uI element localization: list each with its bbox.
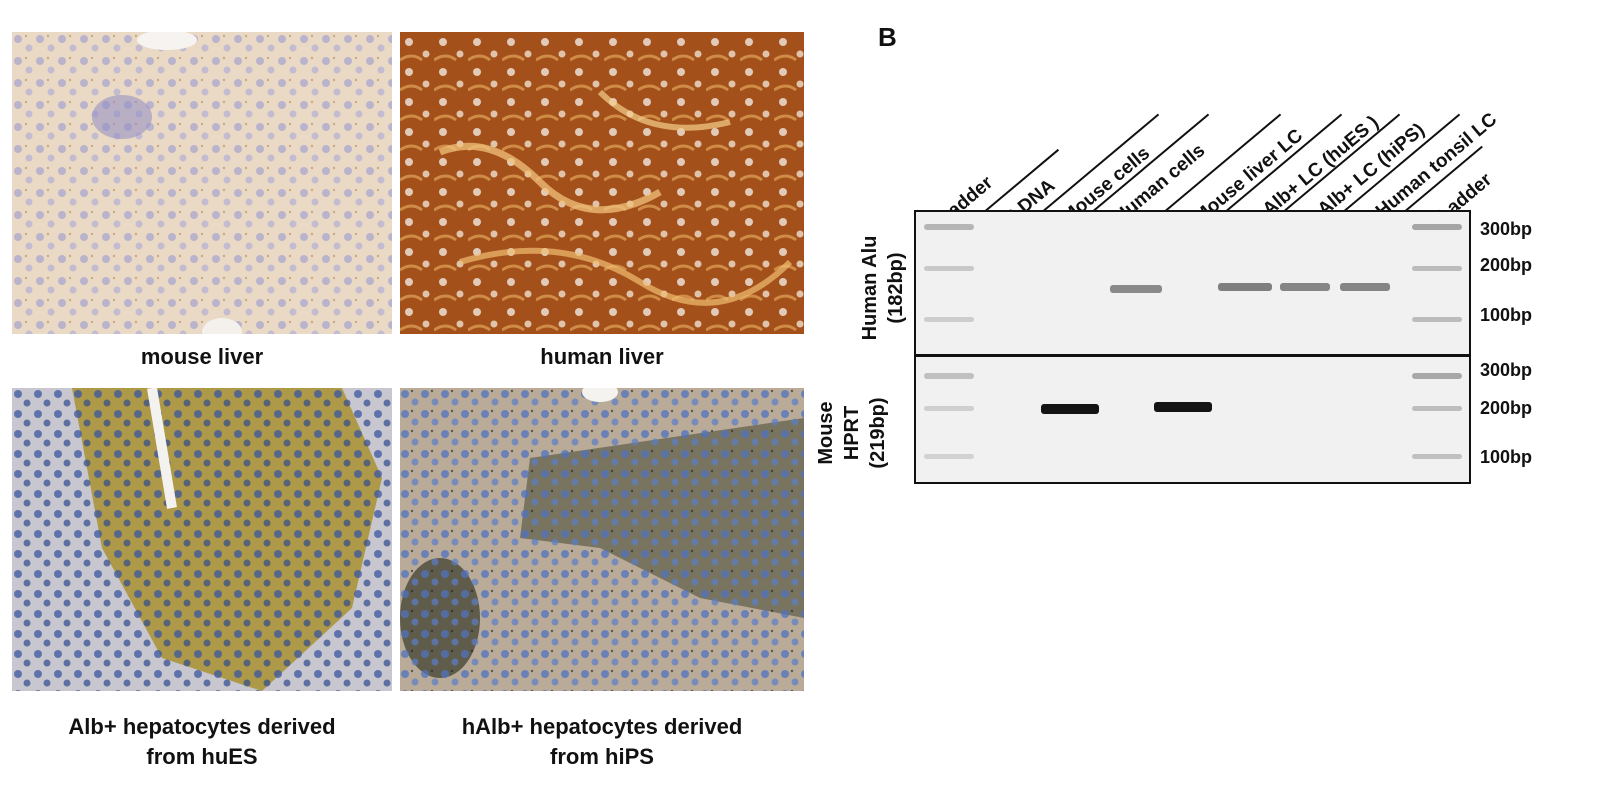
gel-label-mouse-hprt: Mouse HPRT (219bp)	[815, 397, 889, 469]
size-label-bottom-100bp: 100bp	[1480, 447, 1533, 467]
band-mouse-cells	[1041, 404, 1099, 414]
ladder-band-right-300	[1412, 373, 1462, 379]
ladder-band-300	[924, 373, 974, 379]
caption-hips-hepatocytes: hAlb+ hepatocytes derived from hiPS	[461, 714, 743, 769]
ladder-band-right-200	[1412, 406, 1462, 411]
ladder-band-200	[924, 266, 974, 271]
gel-human-alu	[914, 210, 1471, 356]
size-label-bottom-300bp: 300bp	[1480, 360, 1533, 380]
size-label-top-100bp: 100bp	[1480, 305, 1533, 325]
micrograph-hues-hepatocytes	[12, 388, 392, 691]
band-halb-lc-hips	[1280, 283, 1330, 291]
micrograph-human-liver-image	[400, 32, 804, 334]
band-mouse-liver-lc	[1154, 402, 1212, 412]
caption-human-liver: human liver	[540, 344, 664, 369]
band-human-cells	[1110, 285, 1162, 293]
ladder-band-right-200	[1412, 266, 1462, 271]
micrograph-human-liver	[400, 32, 804, 334]
ladder-band-200	[924, 406, 974, 411]
ladder-band-right-100	[1412, 454, 1462, 459]
panel-b-letter: B	[878, 22, 897, 52]
ladder-band-100	[924, 317, 974, 322]
ladder-band-300	[924, 224, 974, 230]
micrograph-mouse-liver-image	[12, 32, 392, 334]
gel-mouse-hprt	[914, 355, 1471, 484]
size-label-top-300bp: 300bp	[1480, 219, 1533, 239]
caption-mouse-liver: mouse liver	[140, 344, 264, 369]
micrograph-mouse-liver	[12, 32, 392, 334]
gel-label-human-alu: Human Alu (182bp)	[859, 235, 907, 341]
caption-hues-hepatocytes: Alb+ hepatocytes derived from huES	[68, 714, 336, 769]
band-halb-lc-hues	[1218, 283, 1272, 291]
micrograph-hips-hepatocytes	[400, 388, 804, 691]
size-label-top-200bp: 200bp	[1480, 255, 1533, 275]
ladder-band-right-100	[1412, 317, 1462, 322]
ladder-band-100	[924, 454, 974, 459]
micrograph-hues-image	[12, 388, 392, 691]
ladder-band-right-300	[1412, 224, 1462, 230]
band-human-tonsil-lc	[1340, 283, 1390, 291]
micrograph-hips-image	[400, 388, 804, 691]
size-label-bottom-200bp: 200bp	[1480, 398, 1533, 418]
